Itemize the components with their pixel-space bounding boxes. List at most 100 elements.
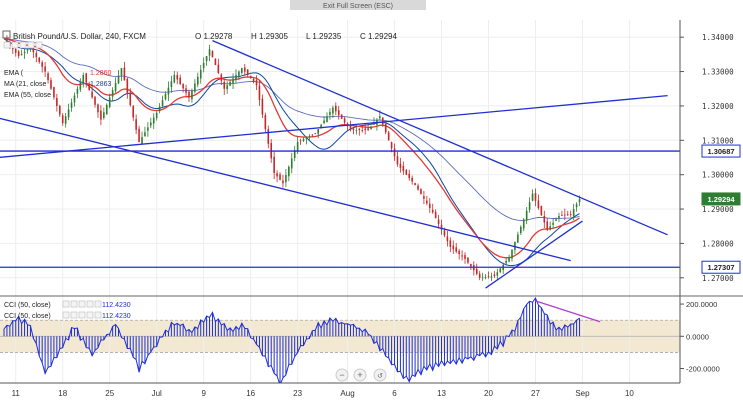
candle-body [173, 74, 176, 83]
collapse-icon[interactable] [2, 30, 11, 39]
indicator-tool-button[interactable] [70, 300, 78, 308]
candle-body [232, 78, 234, 83]
candle-body [569, 214, 572, 215]
candle-body [508, 257, 510, 262]
candle-body [41, 62, 43, 67]
candle-body [511, 249, 513, 259]
candle-body [129, 92, 132, 106]
candle-body [305, 137, 308, 139]
candle-body [426, 200, 428, 204]
candle-body [525, 210, 528, 221]
indicator-tool-button[interactable] [3, 41, 11, 49]
candle-body [14, 49, 17, 53]
candle-body [264, 115, 267, 130]
candle-body [261, 98, 264, 115]
candle-body [47, 73, 49, 81]
indicator-tool-button[interactable] [70, 311, 78, 319]
indicator-tool-button[interactable] [78, 311, 86, 319]
legend-ema55-label: EMA (55, close [4, 92, 51, 99]
zoom-out-button[interactable] [335, 368, 349, 382]
price-tick-label: 1.32000 [702, 102, 734, 111]
price-badge-1 [701, 192, 741, 206]
legend-ma-value: 1.2863 [90, 81, 112, 88]
candle-body [340, 114, 343, 119]
candle-body [64, 116, 67, 124]
candle-body [323, 120, 325, 123]
candle-body [82, 74, 85, 83]
indicator-tool-button[interactable] [62, 300, 70, 308]
candle-body [470, 263, 472, 267]
indicator-tool-button[interactable] [35, 41, 43, 49]
candle-body [114, 82, 117, 92]
candle-body [161, 100, 164, 106]
candle-body [53, 87, 55, 98]
candle-body [337, 110, 340, 116]
candle-body [329, 111, 331, 115]
indicator-toolbar[interactable] [3, 41, 102, 319]
legend-ema-label: EMA ( [4, 70, 24, 77]
candle-body [56, 97, 58, 106]
cci-value-2: 112.4230 [102, 313, 131, 320]
minus-icon: − [339, 370, 344, 380]
price-badge-label-0: 1.30687 [707, 147, 734, 156]
candle-body [458, 250, 460, 255]
candle-body [522, 219, 525, 229]
candle-body [252, 78, 255, 82]
indicator-tool-button[interactable] [86, 300, 94, 308]
time-tick-label: 20 [484, 389, 493, 398]
indicator-tool-button[interactable] [62, 311, 70, 319]
candle-body [85, 73, 88, 83]
candle-body [120, 68, 123, 76]
reset-button[interactable] [373, 368, 387, 382]
indicator-tool-button[interactable] [27, 41, 35, 49]
indicator-tool-button[interactable] [94, 311, 102, 319]
time-axis: 11 18 25 Jul 9 16 23 Aug 6 13 20 27 Sep 10 [12, 389, 635, 398]
candle-body [317, 129, 319, 134]
candle-body [402, 165, 405, 172]
candle-body [367, 128, 369, 130]
candle-body [314, 133, 317, 134]
candle-body [288, 166, 290, 177]
indicator-tool-button[interactable] [11, 41, 19, 49]
open-value: O 1.29278 [195, 32, 233, 41]
indicator-tool-button[interactable] [78, 300, 86, 308]
candle-body [155, 112, 158, 119]
candle-body [191, 90, 193, 100]
candle-body [35, 52, 38, 58]
candle-body [519, 226, 522, 234]
candle-body [496, 272, 499, 276]
candle-body [355, 129, 358, 131]
time-tick-label: 16 [246, 389, 255, 398]
candle-body [73, 95, 76, 103]
candle-body [258, 85, 261, 100]
candle-body [26, 49, 29, 51]
candle-body [578, 199, 581, 203]
candle-body [381, 117, 384, 125]
exit-fullscreen-button[interactable] [290, 0, 426, 10]
candle-body [20, 53, 23, 56]
ema-21-line [3, 38, 580, 259]
indicator-tool-button[interactable] [86, 311, 94, 319]
indicator-tool-button[interactable] [19, 41, 27, 49]
high-value: H 1.29305 [251, 32, 288, 41]
candle-body [343, 118, 346, 123]
candle-body [481, 277, 484, 279]
trend-line-0 [212, 40, 668, 236]
zoom-in-button[interactable] [353, 368, 367, 382]
candle-body [561, 215, 563, 216]
close-value: C 1.29294 [360, 32, 397, 41]
candle-body [543, 216, 546, 223]
trend-line-3 [485, 220, 583, 289]
trend-drawings[interactable] [0, 40, 680, 289]
cci-indicator [0, 296, 680, 387]
candle-body [79, 81, 82, 90]
candle-body [185, 88, 187, 93]
candle-body [103, 112, 105, 118]
indicator-tool-button[interactable] [94, 300, 102, 308]
candle-body [238, 71, 240, 77]
candle-body [437, 219, 440, 224]
candle-body [349, 125, 352, 130]
candle-body [141, 137, 143, 144]
